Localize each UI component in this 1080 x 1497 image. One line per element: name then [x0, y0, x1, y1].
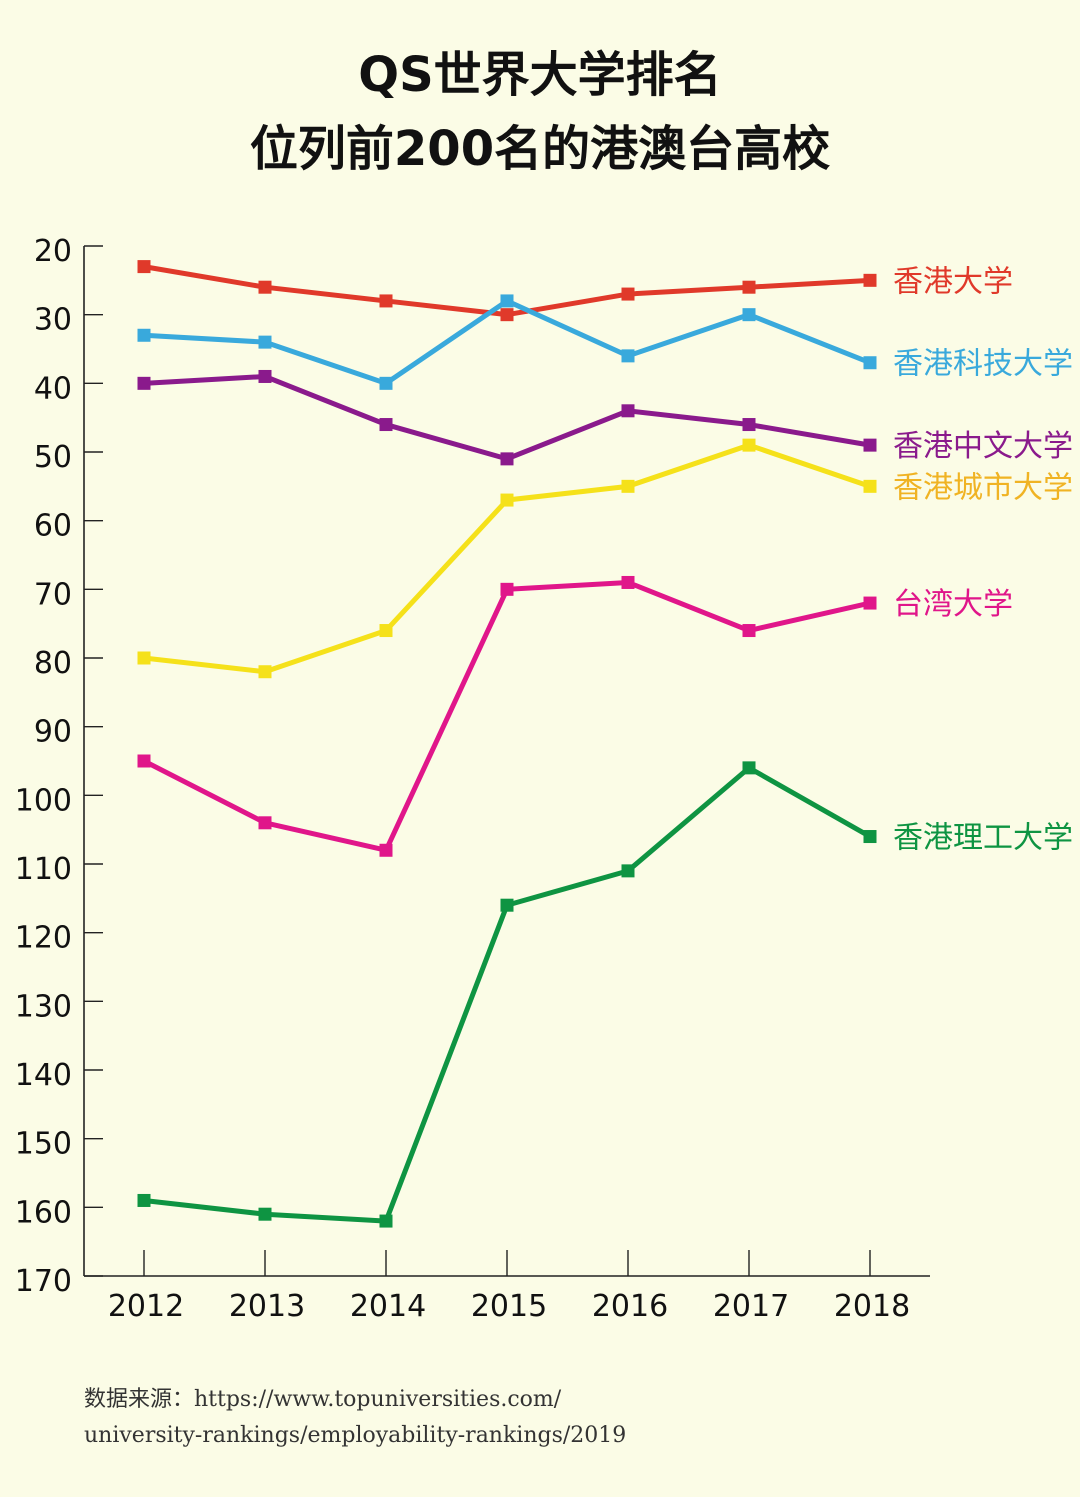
data-point-marker — [137, 260, 151, 274]
y-tick-label: 30 — [34, 303, 72, 338]
data-point-marker — [379, 418, 393, 432]
data-point-marker — [621, 404, 635, 418]
series-line-4 — [141, 442, 873, 675]
data-point-marker — [379, 294, 393, 308]
data-point-marker — [379, 843, 393, 857]
series-label: 香港中文大学 — [893, 429, 1073, 464]
data-point-marker — [379, 1214, 393, 1228]
data-point-marker — [863, 273, 877, 287]
y-tick-label: 70 — [34, 577, 72, 612]
data-point-marker — [137, 1193, 151, 1207]
data-point-marker — [863, 438, 877, 452]
data-source-note: 数据来源：https://www.topuniversities.com/ un… — [84, 1382, 626, 1454]
series-line-5 — [141, 579, 873, 853]
series-label: 香港科技大学 — [893, 347, 1073, 382]
data-point-marker — [742, 280, 756, 294]
data-point-marker — [258, 369, 272, 383]
y-tick-label: 40 — [34, 371, 72, 406]
data-point-marker — [500, 582, 514, 596]
y-tick-label: 130 — [15, 989, 72, 1024]
series-label: 香港城市大学 — [893, 470, 1073, 505]
series-label: 香港大学 — [893, 264, 1013, 299]
data-point-marker — [500, 493, 514, 507]
series-line-1 — [141, 264, 873, 318]
data-point-marker — [137, 651, 151, 665]
x-tick-label: 2013 — [229, 1289, 305, 1324]
data-point-marker — [258, 335, 272, 349]
data-point-marker — [137, 328, 151, 342]
data-point-marker — [500, 898, 514, 912]
series-label: 香港理工大学 — [893, 821, 1073, 856]
data-point-marker — [621, 864, 635, 878]
y-tick-label: 20 — [34, 234, 72, 269]
chart-title-line-1: QS世界大学排名 — [358, 47, 722, 103]
data-point-marker — [500, 294, 514, 308]
y-tick-label: 110 — [15, 852, 72, 887]
data-point-marker — [621, 479, 635, 493]
source-line-1: 数据来源：https://www.topuniversities.com/ — [84, 1387, 562, 1412]
data-point-marker — [863, 356, 877, 370]
series-label: 台湾大学 — [893, 587, 1013, 622]
data-point-marker — [863, 479, 877, 493]
x-tick-label: 2014 — [350, 1289, 426, 1324]
data-point-marker — [258, 1207, 272, 1221]
data-point-marker — [137, 376, 151, 390]
data-point-marker — [742, 761, 756, 775]
data-point-marker — [258, 280, 272, 294]
x-tick-label: 2015 — [471, 1289, 547, 1324]
y-tick-label: 150 — [15, 1127, 72, 1162]
data-point-marker — [621, 287, 635, 301]
y-tick-label: 50 — [34, 440, 72, 475]
data-point-marker — [379, 376, 393, 390]
data-point-marker — [742, 418, 756, 432]
y-tick-label: 60 — [34, 509, 72, 544]
x-tick-label: 2017 — [713, 1289, 789, 1324]
data-point-marker — [863, 830, 877, 844]
data-point-marker — [742, 308, 756, 322]
data-point-marker — [742, 438, 756, 452]
chart-title: QS世界大学排名 位列前200名的港澳台高校 — [0, 38, 1080, 186]
x-tick-label: 2018 — [834, 1289, 910, 1324]
series-line-3 — [141, 373, 873, 462]
data-point-marker — [621, 575, 635, 589]
y-tick-label: 160 — [15, 1195, 72, 1230]
y-tick-label: 80 — [34, 646, 72, 681]
data-point-marker — [500, 452, 514, 466]
y-tick-label: 170 — [15, 1264, 72, 1299]
data-point-marker — [500, 308, 514, 322]
y-tick-label: 100 — [15, 783, 72, 818]
data-point-marker — [379, 624, 393, 638]
chart-title-line-2: 位列前200名的港澳台高校 — [249, 121, 831, 177]
x-tick-label: 2012 — [108, 1289, 184, 1324]
data-point-marker — [258, 665, 272, 679]
data-point-marker — [742, 624, 756, 638]
data-point-marker — [137, 754, 151, 768]
x-tick-label: 2016 — [592, 1289, 668, 1324]
series-line-6 — [141, 765, 873, 1224]
source-line-2: university-rankings/employability-rankin… — [84, 1423, 627, 1448]
data-point-marker — [621, 349, 635, 363]
data-point-marker — [258, 816, 272, 830]
y-tick-label: 140 — [15, 1058, 72, 1093]
y-tick-label: 120 — [15, 921, 72, 956]
data-point-marker — [863, 596, 877, 610]
y-tick-label: 90 — [34, 715, 72, 750]
